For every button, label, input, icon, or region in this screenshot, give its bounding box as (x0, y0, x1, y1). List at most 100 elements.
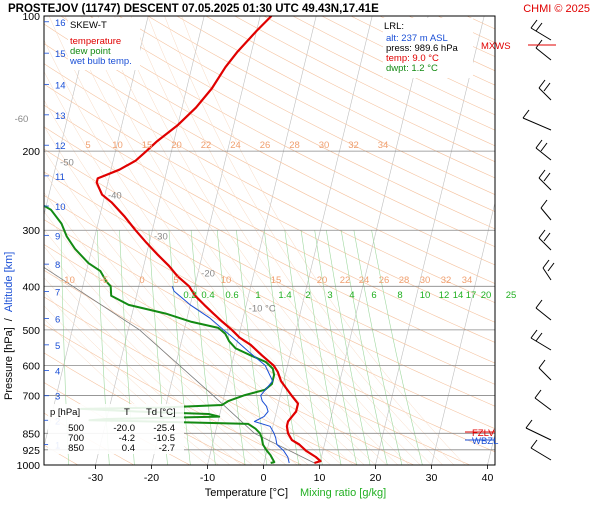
lrl-dewpoint: dwpt: 1.2 °C (386, 63, 438, 74)
mixing-ratio-line (264, 230, 299, 465)
x-axis-label: Temperature [°C] (205, 487, 288, 499)
dry-adiabat-label: 26 (260, 140, 271, 151)
dry-adiabat-line (380, 16, 600, 465)
altitude-tick-label: 7 (55, 288, 60, 299)
y-axis-label-pressure: Pressure [hPa] (3, 327, 15, 400)
dry-adiabat-label: 10 (221, 275, 232, 286)
dry-adiabat-label: 34 (378, 140, 389, 151)
x-tick-label: 40 (482, 472, 494, 484)
altitude-tick-label: 6 (55, 315, 60, 326)
wind-barb-feather (539, 80, 545, 88)
isotherm-label: -50 (60, 157, 74, 168)
dry-adiabat-label: 34 (462, 275, 473, 286)
lrl-title: LRL: (384, 21, 404, 32)
altitude-tick-label: 5 (55, 341, 60, 352)
mixing-ratio-label: 8 (397, 290, 402, 301)
dry-adiabat-line (293, 16, 600, 465)
dry-adiabat-label: 32 (348, 140, 359, 151)
isotherm-label: -20 (201, 268, 215, 279)
isotherm-line (152, 16, 261, 465)
dry-adiabat-label: 22 (340, 275, 351, 286)
x-tick-label: -20 (144, 472, 159, 484)
summary-table-header-p: p [hPa] (50, 407, 80, 418)
mixing-ratio-label: 1.4 (278, 290, 291, 301)
legend-title: SKEW-T (70, 20, 107, 31)
summary-table-header-t: T (124, 407, 130, 418)
chart-title: PROSTEJOV (11747) DESCENT 07.05.2025 01:… (8, 3, 379, 15)
wind-barb (523, 118, 551, 130)
altitude-tick-label: 16 (55, 18, 66, 29)
dry-adiabat-label: 5 (173, 275, 178, 286)
x-tick-label: 20 (370, 472, 382, 484)
x-tick-label: 30 (426, 472, 438, 484)
wind-barb-feather (531, 20, 537, 28)
isotherm-label: -30 (154, 232, 168, 243)
wbzl-label: WBZL (472, 436, 498, 447)
dry-adiabat-line (3, 16, 600, 465)
mixing-ratio-label: 0.6 (225, 290, 238, 301)
wind-barb-feather (536, 140, 542, 148)
wind-barb-feather (536, 300, 542, 308)
moist-adiabat-line (65, 16, 387, 465)
y-axis-label-altitude: Altitude [km] (3, 252, 15, 313)
wind-barb-feather (539, 170, 545, 178)
wind-barb-feather (544, 173, 550, 181)
dry-adiabat-label: 0 (139, 275, 144, 286)
credit-label: CHMI © 2025 (523, 3, 590, 15)
summary-table-cell: 850 (68, 443, 84, 454)
wind-barb-feather (544, 233, 550, 241)
wind-barb-feather (548, 263, 554, 271)
wind-barb-feather (523, 110, 529, 118)
wind-barb (539, 368, 551, 380)
y-tick-label: 850 (22, 428, 40, 440)
altitude-tick-label: 15 (55, 49, 66, 60)
wind-barb-feather (536, 40, 542, 48)
dry-adiabat-label: 32 (441, 275, 452, 286)
wind-barb-feather (539, 360, 545, 368)
y-tick-label: 925 (22, 445, 40, 457)
wind-barb-feather (531, 330, 537, 338)
isotherm-label: -10 °C (249, 303, 276, 314)
mixing-ratio-line (236, 230, 267, 465)
wind-barb (536, 308, 551, 320)
dry-adiabat-label: 20 (317, 275, 328, 286)
wind-barb-feather (536, 23, 542, 31)
dry-adiabat-label: 20 (171, 140, 182, 151)
wind-barb (536, 48, 551, 60)
summary-table-cell: 0.4 (122, 443, 135, 454)
dry-adiabat-label: -5 (100, 275, 108, 286)
summary-table-cell: -2.7 (159, 443, 175, 454)
dry-adiabat-label: 30 (319, 140, 330, 151)
y-tick-label: 200 (22, 146, 40, 158)
wind-barb (531, 338, 551, 350)
altitude-tick-label: 8 (55, 260, 60, 271)
isotherm-line (208, 16, 317, 465)
y-tick-label: 700 (22, 390, 40, 402)
dry-adiabat-label: 28 (399, 275, 410, 286)
wind-barb-feather (535, 390, 541, 398)
wind-barb-feather (543, 260, 549, 268)
x-tick-label: 0 (261, 472, 267, 484)
dry-adiabat-line (0, 16, 358, 465)
altitude-tick-label: 3 (55, 392, 60, 403)
y-axis-label: Pressure [hPa]/Altitude [km] (3, 252, 15, 400)
dry-adiabat-label: 15 (271, 275, 282, 286)
moist-adiabat-line (0, 16, 286, 465)
wind-barb-feather (544, 83, 550, 91)
wind-barb-feather (536, 333, 542, 341)
mixing-ratio-label: 12 (439, 290, 450, 301)
background-grid (0, 16, 600, 465)
dry-adiabat-label: 5 (85, 140, 90, 151)
mixing-ratio-label: 17 (466, 290, 477, 301)
wind-barb (541, 208, 551, 220)
dry-adiabat-line (32, 16, 600, 465)
wind-barb-feather (541, 200, 547, 208)
mixing-ratio-label: 6 (371, 290, 376, 301)
mixing-ratio-label: 4 (349, 290, 354, 301)
wind-barb (535, 398, 551, 410)
y-tick-label: 600 (22, 360, 40, 372)
mixing-ratio-label: 14 (453, 290, 464, 301)
y-tick-label: 300 (22, 225, 40, 237)
dry-adiabat-label: 15 (142, 140, 153, 151)
